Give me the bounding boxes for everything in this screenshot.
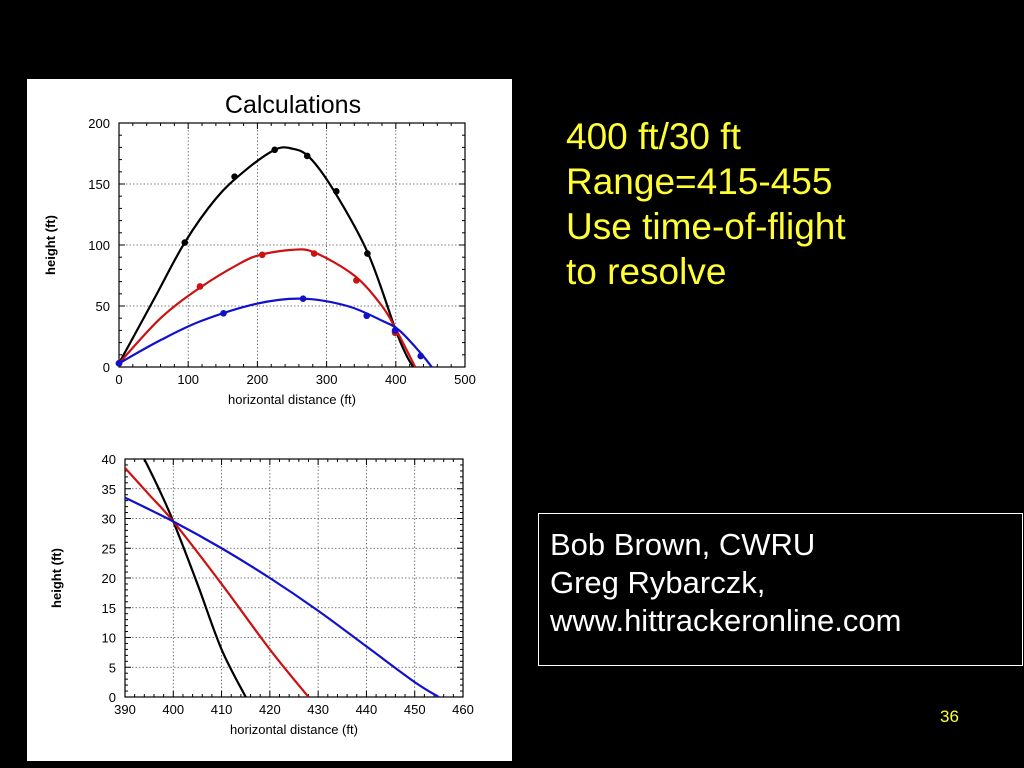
chart-top-y-tick-label: 100 [88,238,110,253]
chart-top-series-0-point [303,152,311,160]
chart-bottom-x-tick-label: 450 [404,702,426,717]
chart-bottom-x-axis-label: horizontal distance (ft) [230,722,358,737]
credit-line-2: Greg Rybarczk, [550,565,766,600]
chart-top-series-0-point [271,146,278,154]
chart-top-x-tick-label: 300 [316,372,338,387]
chart-bottom-frame [124,458,464,698]
chart-top-y-axis-label: height (ft) [43,215,58,275]
chart-top-y-tick-label: 0 [103,360,110,375]
note-line-2: Range=415-455 [566,161,833,202]
chart-bottom-series-line-1 [125,467,310,697]
chart-top-x-tick-label: 400 [385,372,407,387]
chart-bottom-y-axis-label: height (ft) [49,548,64,608]
chart-bottom-x-tick-label: 400 [162,702,184,717]
chart-top-x-tick-label: 500 [454,372,476,387]
chart-top-series-2-point [115,360,123,367]
chart-top-series-2-point [363,312,371,320]
chart-top-series-2-point [391,327,399,334]
credits-box: Bob Brown, CWRU Greg Rybarczk, www.hittr… [538,513,1023,666]
chart-bottom-x-tick-label: 390 [114,702,136,717]
chart-bottom-x-tick-label: 440 [356,702,378,717]
credit-link[interactable]: www.hittrackeronline.com [550,603,902,638]
chart-top-series-1-point [196,283,204,290]
chart-bottom-y-tick-label: 10 [102,631,116,646]
chart-bottom-series-line-0 [143,459,247,697]
chart-top-series-0-point [332,188,340,195]
note-line-4: to resolve [566,251,727,292]
slide-notes: 400 ft/30 ft Range=415-455 Use time-of-f… [566,114,846,294]
chart-bottom-series-line-2 [125,496,440,697]
note-line-1: 400 ft/30 ft [566,116,741,157]
chart-top-x-tick-label: 100 [177,372,199,387]
chart-bottom-y-tick-label: 35 [102,482,116,497]
figure-panel: 0 100 200 300 400 500 0 50 100 150 200 horizontal d… [27,79,512,761]
chart-bottom-x-tick-label: 430 [307,702,329,717]
chart-bottom-y-tick-label: 30 [102,512,116,527]
chart-top-series-1-point [353,277,360,284]
chart-top-series-2-point [417,352,425,360]
slide-number: 36 [940,707,959,726]
credit-line-1: Bob Brown, CWRU [550,527,816,562]
chart-top-y-tick-label: 50 [96,299,110,314]
chart-top-title: Calculations [225,91,361,119]
chart-top-x-tick-label: 0 [115,372,122,387]
chart-top-series-0-point [181,239,189,246]
chart-top-series-line-2 [119,297,433,367]
chart-bottom-x-tick-label: 410 [211,702,233,717]
chart-top-series-line-1 [119,248,417,367]
chart-top-series-0-point [231,173,238,180]
chart-top-series-2-point [220,310,227,317]
chart-bottom-y-tick-label: 15 [102,601,116,616]
chart-top-series-0-point [364,250,371,257]
chart-bottom-y-tick-label: 0 [109,690,116,705]
chart-bottom-x-tick-label: 420 [259,702,281,717]
chart-bottom-x-tick-label: 460 [452,702,474,717]
chart-top-series-1-point [310,250,318,257]
chart-bottom-y-tick-label: 40 [102,452,116,467]
chart-top-y-tick-label: 150 [88,177,110,192]
chart-top-x-axis-label: horizontal distance (ft) [228,392,356,407]
chart-bottom-y-tick-label: 20 [102,571,116,586]
note-line-3: Use time-of-flight [566,206,846,247]
chart-top-y-tick-label: 200 [88,116,110,131]
chart-bottom-y-tick-label: 25 [102,541,116,556]
chart-top-series-2-point [299,295,307,302]
chart-top-series-1-point [258,251,266,259]
chart-top-series-line-0 [119,146,415,367]
chart-top-x-tick-label: 200 [247,372,269,387]
chart-top-frame [118,122,466,368]
chart-bottom-y-tick-label: 5 [109,660,116,675]
